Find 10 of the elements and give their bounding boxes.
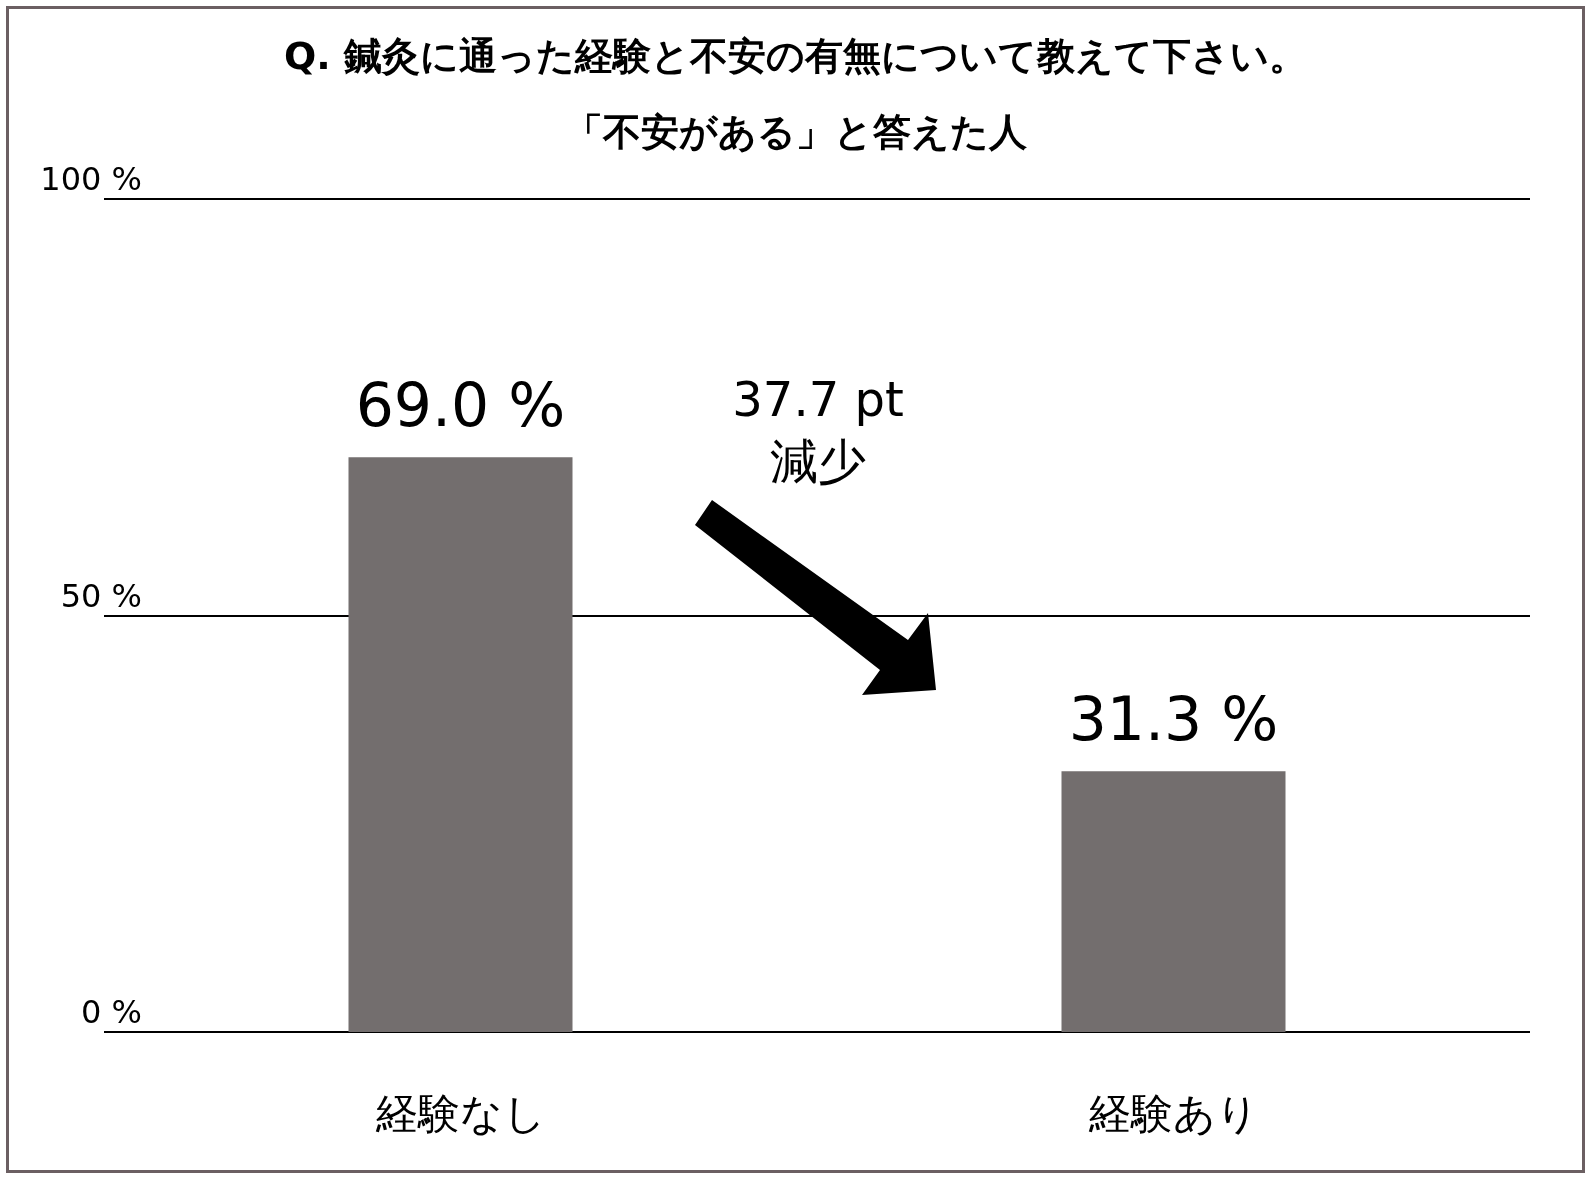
y-tick-label: 50 % [60,576,142,615]
chart-title: Q. 鍼灸に通った経験と不安の有無について教えて下さい。 [284,34,1307,78]
y-tick-label: 100 % [40,160,142,198]
chart-subtitle: 「不安がある」と答えた人 [564,110,1027,154]
y-tick-label: 0 % [81,993,142,1031]
x-tick-label: 経験なし [374,1088,546,1138]
data-label: 69.0 % [355,370,566,441]
x-tick-label: 経験あり [1087,1088,1259,1138]
annotation: 37.7 pt 減少 [732,371,904,489]
data-label: 31.3 % [1068,684,1279,755]
